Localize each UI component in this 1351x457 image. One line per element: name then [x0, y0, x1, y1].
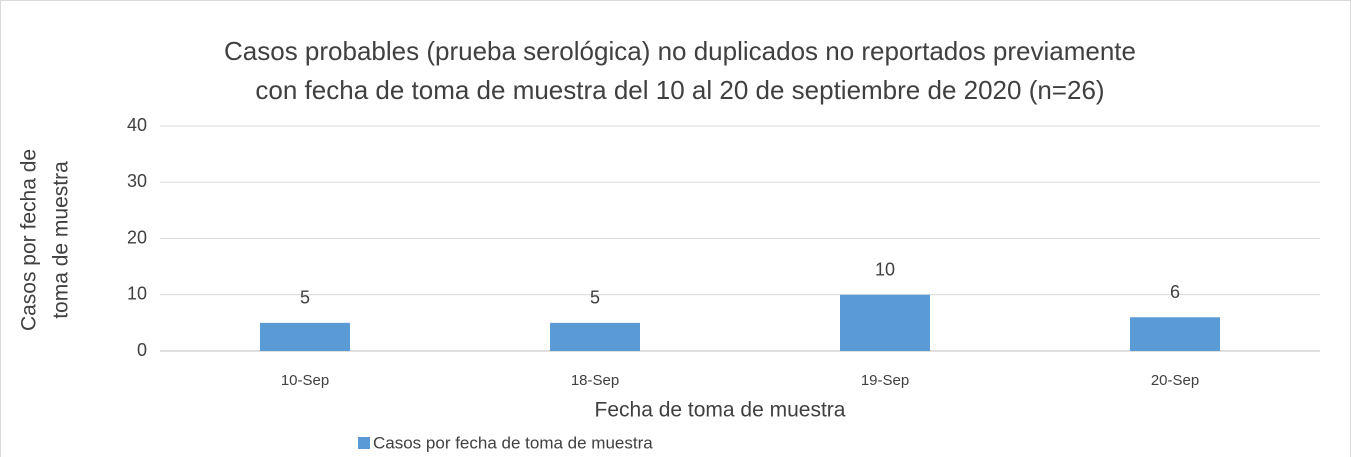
x-tick-label: 20-Sep [1151, 372, 1199, 389]
bar [840, 294, 930, 351]
chart-title: con fecha de toma de muestra del 10 al 2… [255, 75, 1104, 105]
legend-label: Casos por fecha de toma de muestra [373, 433, 653, 452]
bar [260, 322, 350, 351]
value-label: 5 [300, 288, 310, 308]
y-tick-label: 0 [137, 340, 147, 360]
x-tick-label: 10-Sep [281, 372, 329, 389]
x-axis-title: Fecha de toma de muestra [595, 399, 846, 422]
x-tick-label: 18-Sep [571, 372, 619, 389]
y-tick-label: 40 [127, 115, 147, 135]
value-label: 5 [590, 288, 600, 308]
bar [550, 322, 640, 351]
y-axis-title: Casos por fecha de toma de muestra [18, 149, 73, 331]
y-axis-title-line: toma de muestra [50, 161, 73, 319]
y-tick-label: 30 [127, 171, 147, 191]
bar [1130, 317, 1220, 351]
chart-title: Casos probables (prueba serológica) no d… [224, 36, 1136, 66]
y-axis-title-line: Casos por fecha de [18, 149, 41, 331]
y-tick-label: 10 [127, 284, 147, 304]
y-tick-label: 20 [127, 227, 147, 247]
x-tick-label: 19-Sep [861, 372, 909, 389]
value-label: 10 [875, 260, 895, 280]
legend-swatch [358, 437, 370, 449]
value-label: 6 [1170, 282, 1180, 302]
